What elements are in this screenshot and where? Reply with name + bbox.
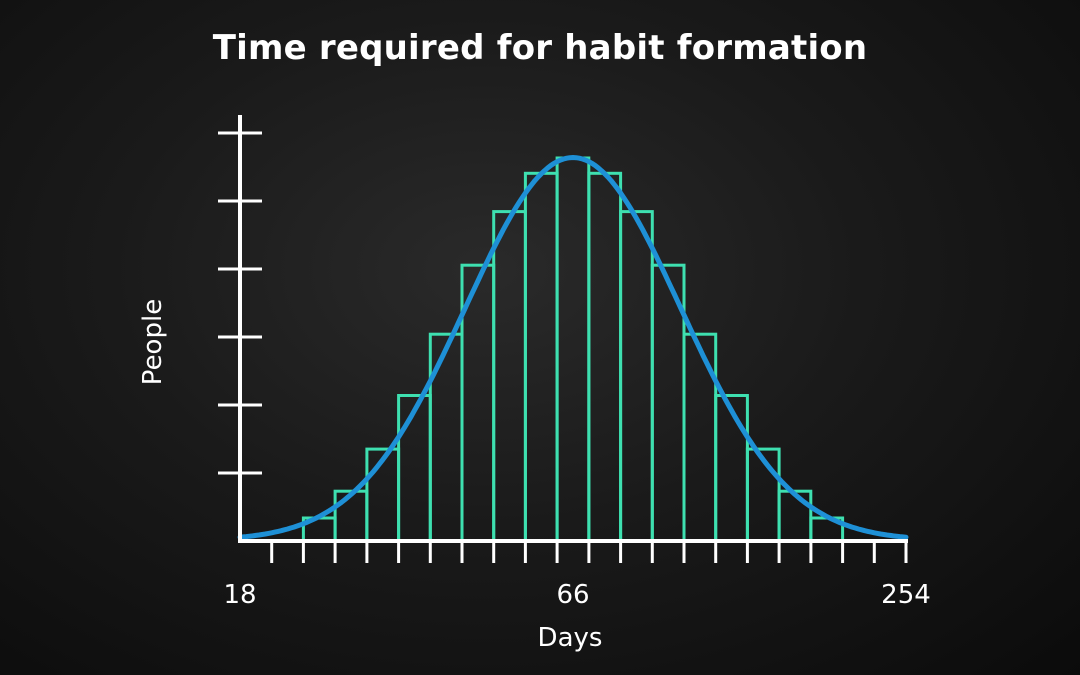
x-axis-label: Days	[538, 623, 603, 653]
series-line	[237, 155, 909, 540]
x-tick-label: 66	[556, 580, 589, 610]
histogram-bar	[777, 489, 813, 543]
histogram-bar	[555, 156, 591, 543]
y-axis-label: People	[138, 299, 168, 385]
x-tick-label: 254	[881, 580, 931, 610]
histogram-bar	[523, 171, 559, 543]
histogram-bar	[397, 394, 432, 543]
histogram-bar	[492, 210, 527, 543]
histogram-bar	[682, 332, 718, 543]
histogram-bar	[714, 394, 749, 543]
labels-layer: People Days 18 66 254	[138, 299, 931, 653]
histogram-bar	[428, 332, 464, 543]
histogram-bar	[587, 171, 623, 543]
axes-layer	[218, 115, 908, 563]
histogram-bar	[333, 489, 369, 543]
bars-layer	[301, 156, 845, 543]
curve-layer	[237, 155, 909, 540]
chart-title: Time required for habit formation	[212, 28, 868, 68]
histogram-bar	[619, 210, 654, 543]
x-tick-label: 18	[223, 580, 256, 610]
